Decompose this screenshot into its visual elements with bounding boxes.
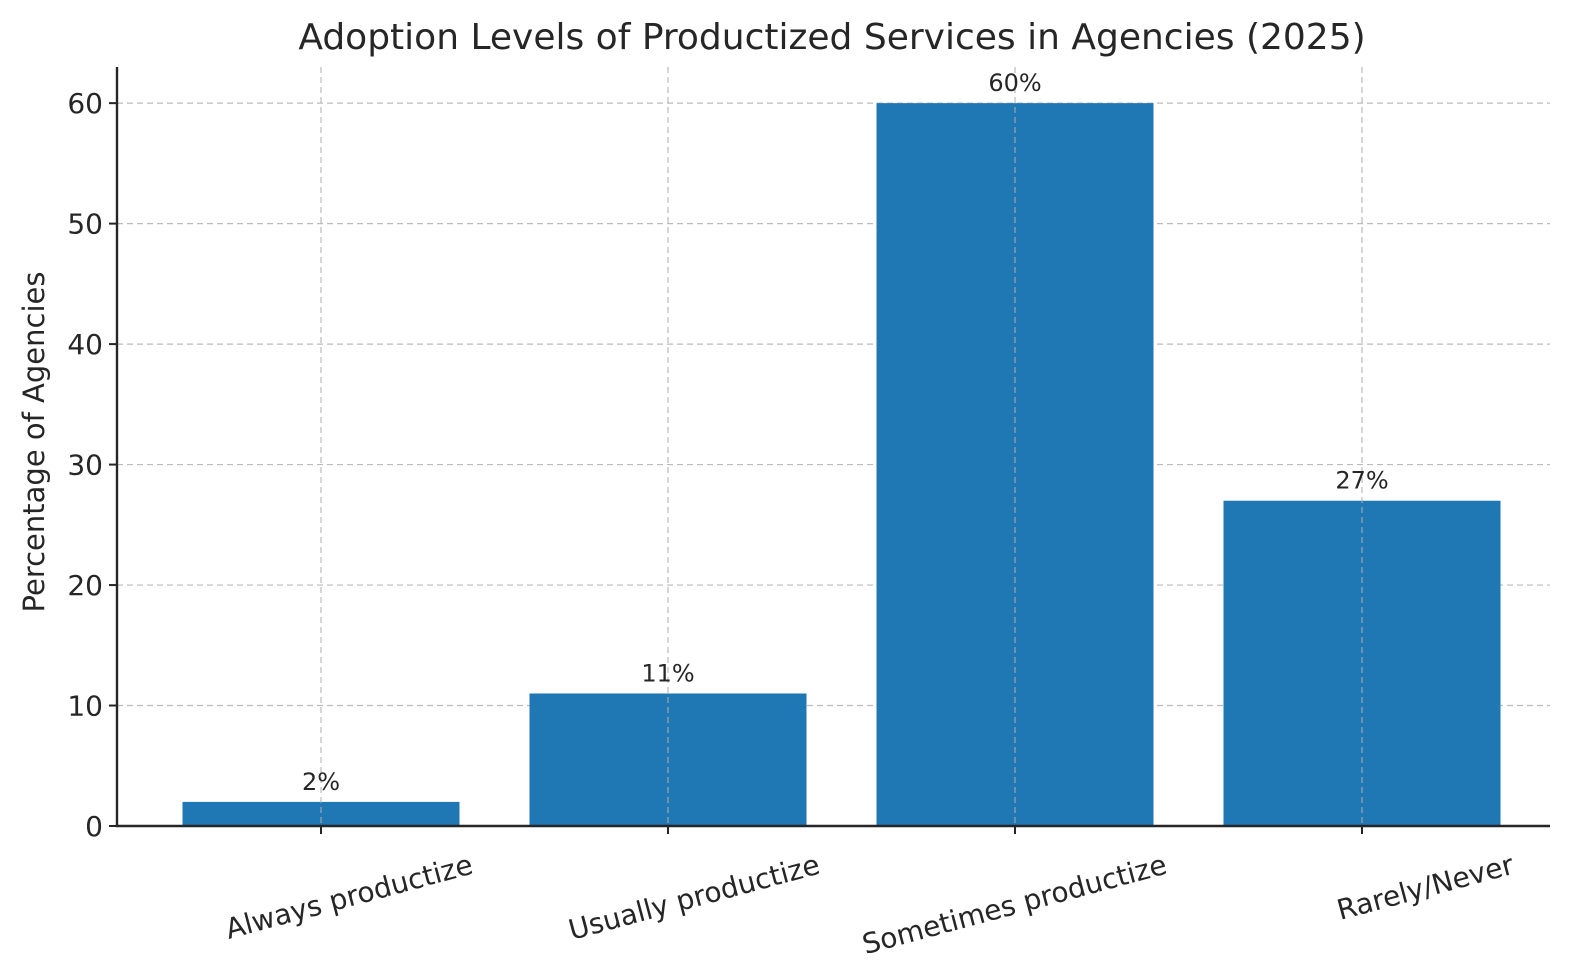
- y-tick-label: 50: [67, 208, 103, 241]
- x-tick-label: Sometimes productize: [859, 848, 1170, 961]
- x-tick-label: Rarely/Never: [1333, 848, 1517, 927]
- y-tick-label: 30: [67, 449, 103, 482]
- bar-value-label: 60%: [988, 69, 1041, 97]
- y-tick-label: 0: [85, 810, 103, 843]
- x-tick-label: Usually productize: [565, 848, 823, 947]
- bar-value-label: 2%: [302, 768, 340, 796]
- y-tick-label: 10: [67, 690, 103, 723]
- axes: [109, 67, 1550, 834]
- y-axis-label: Percentage of Agencies: [17, 272, 51, 613]
- y-tick-label: 60: [67, 87, 103, 120]
- x-tick-label: Always productize: [222, 848, 476, 946]
- bar-value-label: 27%: [1335, 467, 1388, 495]
- x-grid-lines: [320, 67, 1363, 826]
- chart-title: Adoption Levels of Productized Services …: [298, 17, 1365, 58]
- bar-sometimes-productize: [876, 103, 1154, 826]
- bar-value-label: 11%: [641, 659, 694, 687]
- y-tick-label: 20: [67, 569, 103, 602]
- y-tick-label: 40: [67, 328, 103, 361]
